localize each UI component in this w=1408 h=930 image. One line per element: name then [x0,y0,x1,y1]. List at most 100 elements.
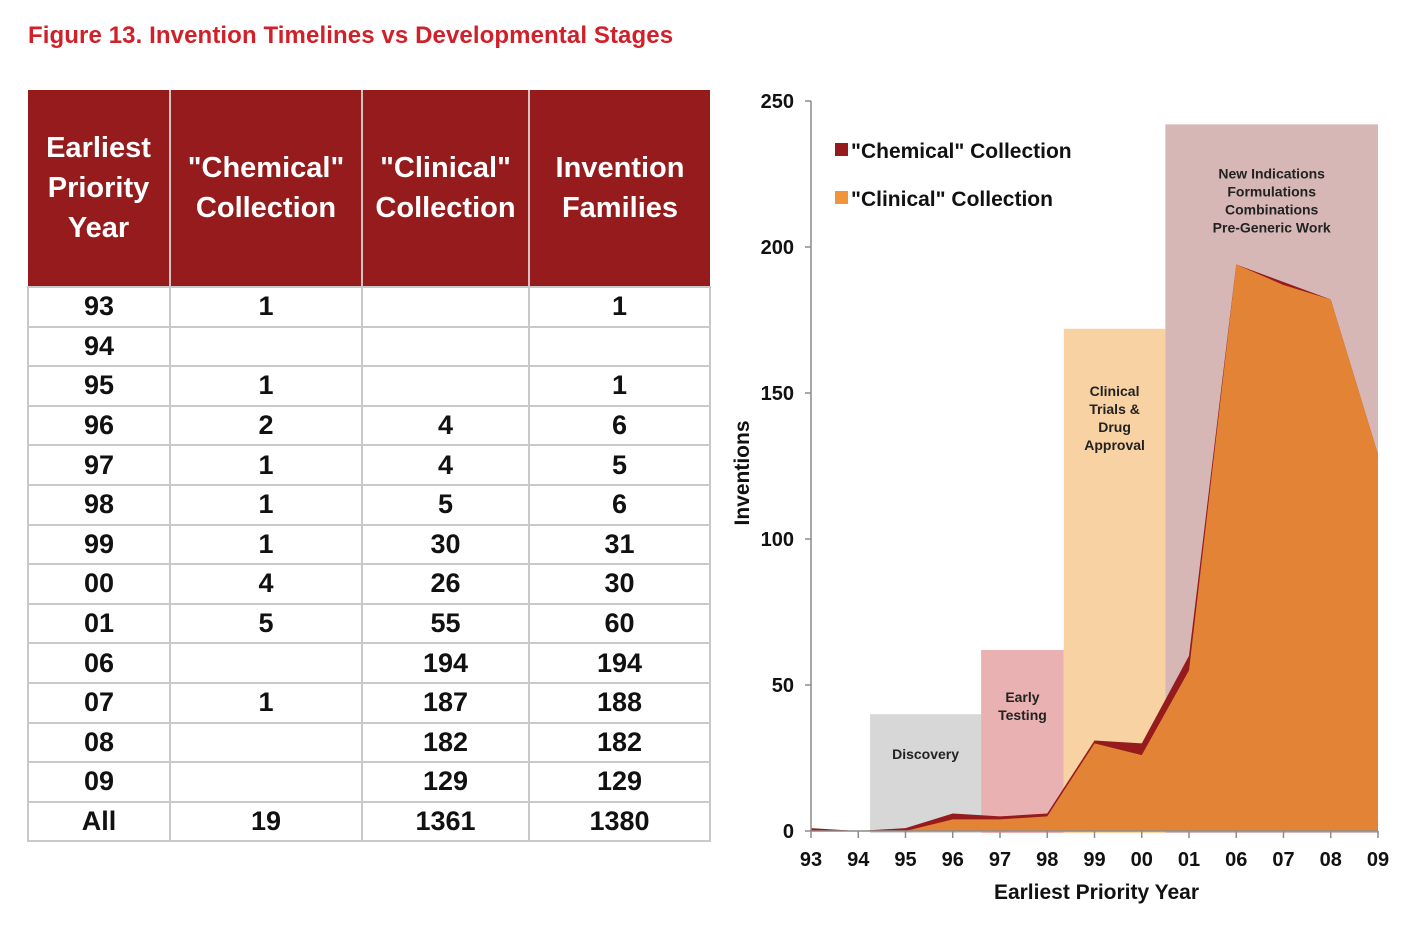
table-cell: 2 [170,406,362,446]
table-cell: 60 [529,604,710,644]
y-tick-label: 250 [761,91,794,113]
table-row: 98156 [28,485,710,525]
y-tick-label: 150 [761,383,794,405]
x-tick-label: 09 [1367,849,1389,871]
stage-label: Formulations [1227,183,1316,199]
table-cell [362,327,529,367]
table-cell: 1361 [362,802,529,842]
table-cell: 1 [529,366,710,406]
x-tick-label: 97 [989,849,1011,871]
table-row: 0042630 [28,564,710,604]
table-cell [170,643,362,683]
table-cell: 19 [170,802,362,842]
y-tick-label: 100 [761,529,794,551]
x-tick-label: 99 [1083,849,1105,871]
stage-label: Testing [998,707,1047,723]
table-cell: 129 [529,762,710,802]
legend-swatch [835,191,848,204]
table-row: 09129129 [28,762,710,802]
table-cell: 5 [362,485,529,525]
column-header-line: Invention [532,148,708,188]
header-row: EarliestPriorityYear"Chemical"Collection… [28,90,710,287]
x-tick-label: 93 [800,849,822,871]
table-cell: 182 [529,723,710,763]
legend-label: "Chemical" Collection [851,140,1072,163]
table-cell [362,366,529,406]
x-tick-label: 94 [847,849,870,871]
table-cell: 26 [362,564,529,604]
table-cell: 93 [28,287,170,327]
table-cell: 99 [28,525,170,565]
table-cell: 06 [28,643,170,683]
table-cell: 94 [28,327,170,367]
table-row: 0155560 [28,604,710,644]
table-body: 9311949511962469714598156991303100426300… [28,287,710,841]
table-cell: 08 [28,723,170,763]
stage-label: Early [1005,689,1039,705]
x-tick-label: 01 [1178,849,1200,871]
table-cell: 6 [529,406,710,446]
table-cell: 194 [529,643,710,683]
table-cell: 187 [362,683,529,723]
x-tick-label: 98 [1036,849,1058,871]
table-row: 071187188 [28,683,710,723]
table-cell: 00 [28,564,170,604]
column-header-line: Families [532,188,708,228]
table-cell: 07 [28,683,170,723]
legend-swatch [835,143,848,156]
y-tick-label: 0 [783,821,794,843]
stage-label: Drug [1098,419,1131,435]
x-tick-label: 95 [894,849,916,871]
table-cell: 188 [529,683,710,723]
x-tick-label: 07 [1272,849,1294,871]
table-cell: 97 [28,445,170,485]
stage-label: Combinations [1225,201,1319,217]
table-cell: 1 [170,445,362,485]
stage-label: Trials & [1089,401,1140,417]
table-cell: 4 [170,564,362,604]
column-header-line: Earliest [30,128,167,168]
table-row: 06194194 [28,643,710,683]
column-header-line: Collection [365,188,526,228]
table-cell: 01 [28,604,170,644]
table-row: All1913611380 [28,802,710,842]
stage-label: Discovery [892,746,959,762]
x-axis-title: Earliest Priority Year [994,881,1199,904]
table-row: 9311 [28,287,710,327]
stage-label: Clinical [1090,383,1140,399]
table-cell: All [28,802,170,842]
column-header-line: Year [30,208,167,248]
table-cell: 1 [170,287,362,327]
table-cell [362,287,529,327]
table-row: 96246 [28,406,710,446]
table-cell: 1 [170,683,362,723]
table-cell: 1 [170,485,362,525]
area-chart: Discovery Early Testing Clinical Trials & Dru… [720,80,1400,920]
table-cell [170,762,362,802]
table-cell: 95 [28,366,170,406]
table-cell: 4 [362,406,529,446]
table-row: 08182182 [28,723,710,763]
table-cell: 4 [362,445,529,485]
table-row: 94 [28,327,710,367]
table-cell: 1380 [529,802,710,842]
x-tick-label: 00 [1131,849,1153,871]
column-header-2: "Clinical"Collection [362,90,529,287]
x-tick-label: 96 [942,849,964,871]
table-cell: 5 [170,604,362,644]
column-header-1: "Chemical"Collection [170,90,362,287]
table-cell: 5 [529,445,710,485]
table-header: EarliestPriorityYear"Chemical"Collection… [28,90,710,287]
table-cell: 96 [28,406,170,446]
y-tick-label: 50 [772,675,794,697]
table-cell: 30 [362,525,529,565]
table-cell: 30 [529,564,710,604]
table-cell: 1 [170,525,362,565]
column-header-line: Collection [173,188,359,228]
table-cell [529,327,710,367]
chart-legend: "Chemical" Collection"Clinical" Collecti… [835,140,1072,211]
table-cell: 6 [529,485,710,525]
x-tick-label: 06 [1225,849,1247,871]
table-cell: 55 [362,604,529,644]
x-tick-label: 08 [1320,849,1342,871]
